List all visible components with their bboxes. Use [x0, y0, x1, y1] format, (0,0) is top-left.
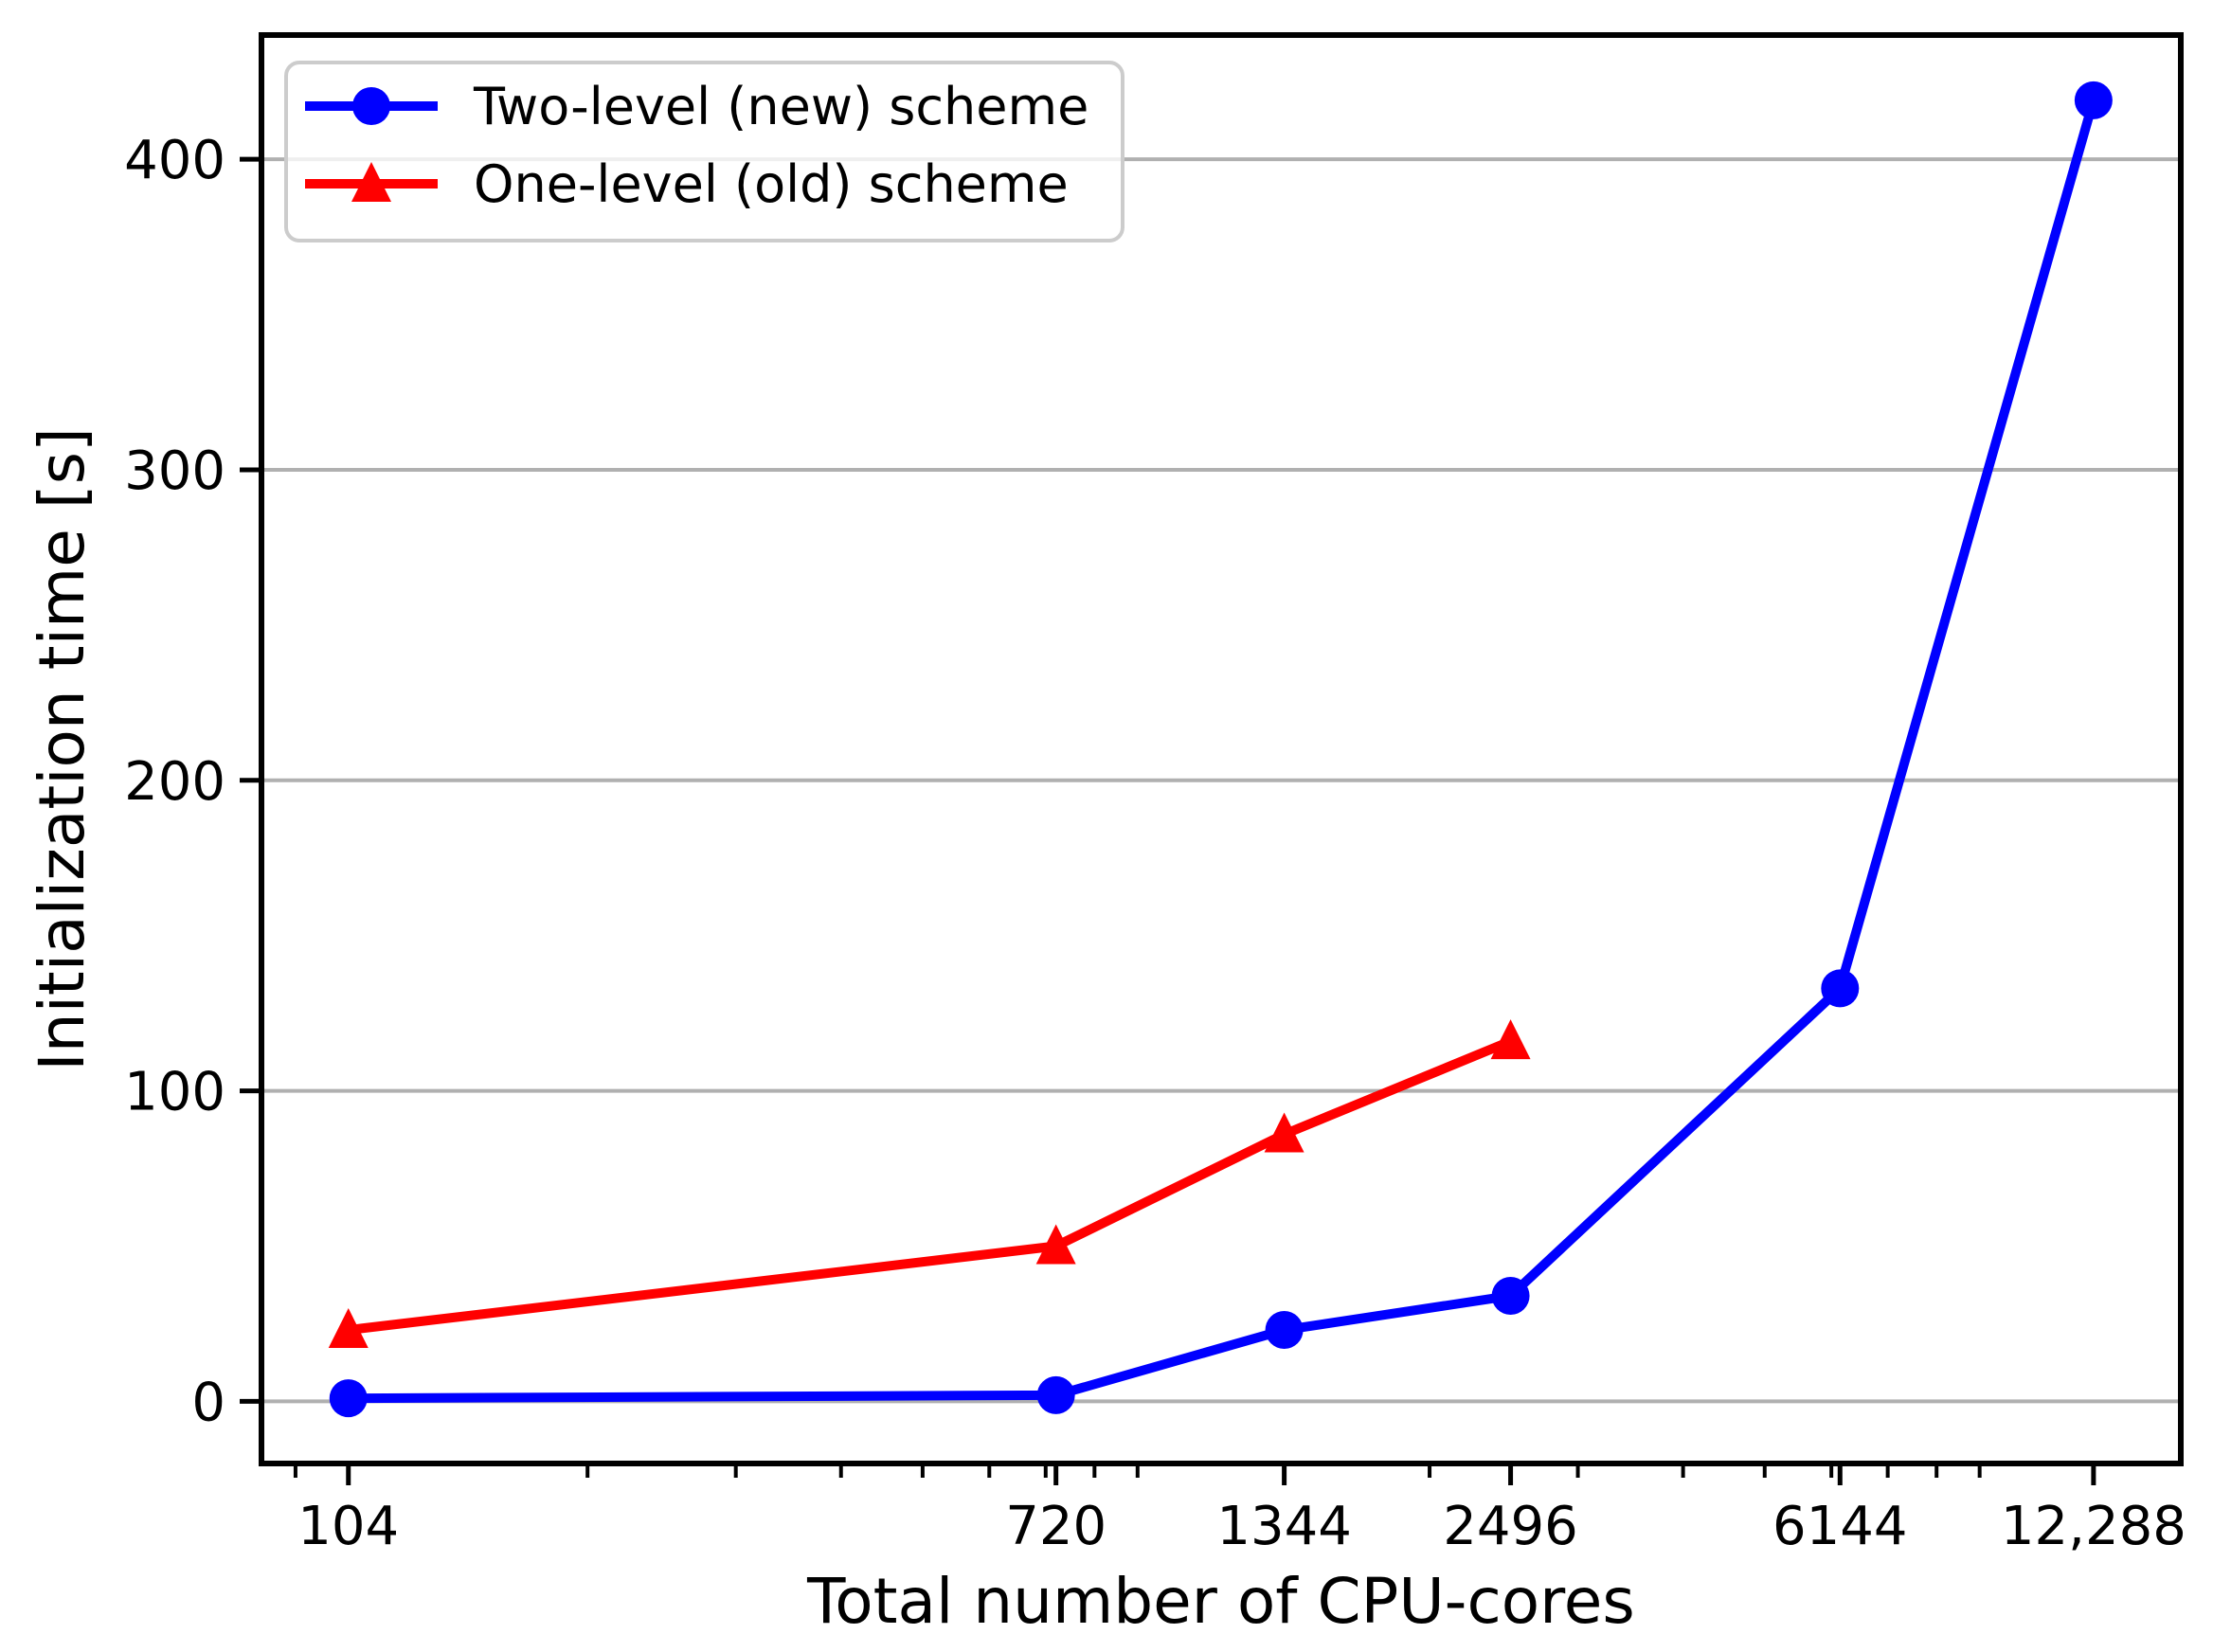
legend-label: One-level (old) scheme	[474, 154, 1069, 214]
x-tick-label: 720	[1005, 1496, 1106, 1557]
plot-spines	[259, 32, 2184, 1466]
legend-entry-one-level-old: One-level (old) scheme	[305, 154, 1069, 214]
x-tick-label: 2496	[1443, 1496, 1578, 1557]
legend-triangle-marker-icon	[351, 162, 391, 202]
data-point-triangle	[1490, 1019, 1531, 1060]
data-point-circle	[1491, 1276, 1530, 1315]
data-point-circle	[1265, 1311, 1304, 1350]
series-two-level-new	[329, 81, 2113, 1418]
y-tick-label: 400	[124, 130, 225, 191]
x-axis-label: Total number of CPU-cores	[806, 1565, 1635, 1638]
y-tick-label: 300	[124, 440, 225, 502]
x-tick-label: 6144	[1772, 1496, 1908, 1557]
data-point-triangle	[1264, 1112, 1304, 1153]
y-tick-label: 0	[191, 1372, 225, 1433]
series-line	[343, 95, 2098, 1404]
legend-box	[284, 61, 1124, 242]
y-axis-label: Initialization time [s]	[26, 427, 99, 1070]
legend-label: Two-level (new) scheme	[473, 77, 1089, 136]
data-point-circle	[2074, 81, 2113, 119]
y-tick-label: 100	[124, 1062, 225, 1123]
y-tick-label: 200	[124, 751, 225, 813]
series-line	[343, 1036, 1516, 1336]
legend-entry-two-level-new: Two-level (new) scheme	[305, 77, 1089, 136]
data-point-triangle	[328, 1308, 369, 1349]
x-tick-label: 1344	[1216, 1496, 1352, 1557]
data-point-circle	[1036, 1375, 1075, 1414]
x-tick-label: 12,288	[2001, 1496, 2186, 1557]
series-one-level-old	[328, 1019, 1531, 1349]
data-point-triangle	[1035, 1224, 1076, 1265]
x-tick-label: 104	[297, 1496, 399, 1557]
data-point-circle	[329, 1379, 368, 1418]
data-point-circle	[1821, 969, 1860, 1008]
legend-circle-marker-icon	[352, 87, 390, 125]
legend: Two-level (new) scheme One-level (old) sc…	[284, 61, 1124, 242]
